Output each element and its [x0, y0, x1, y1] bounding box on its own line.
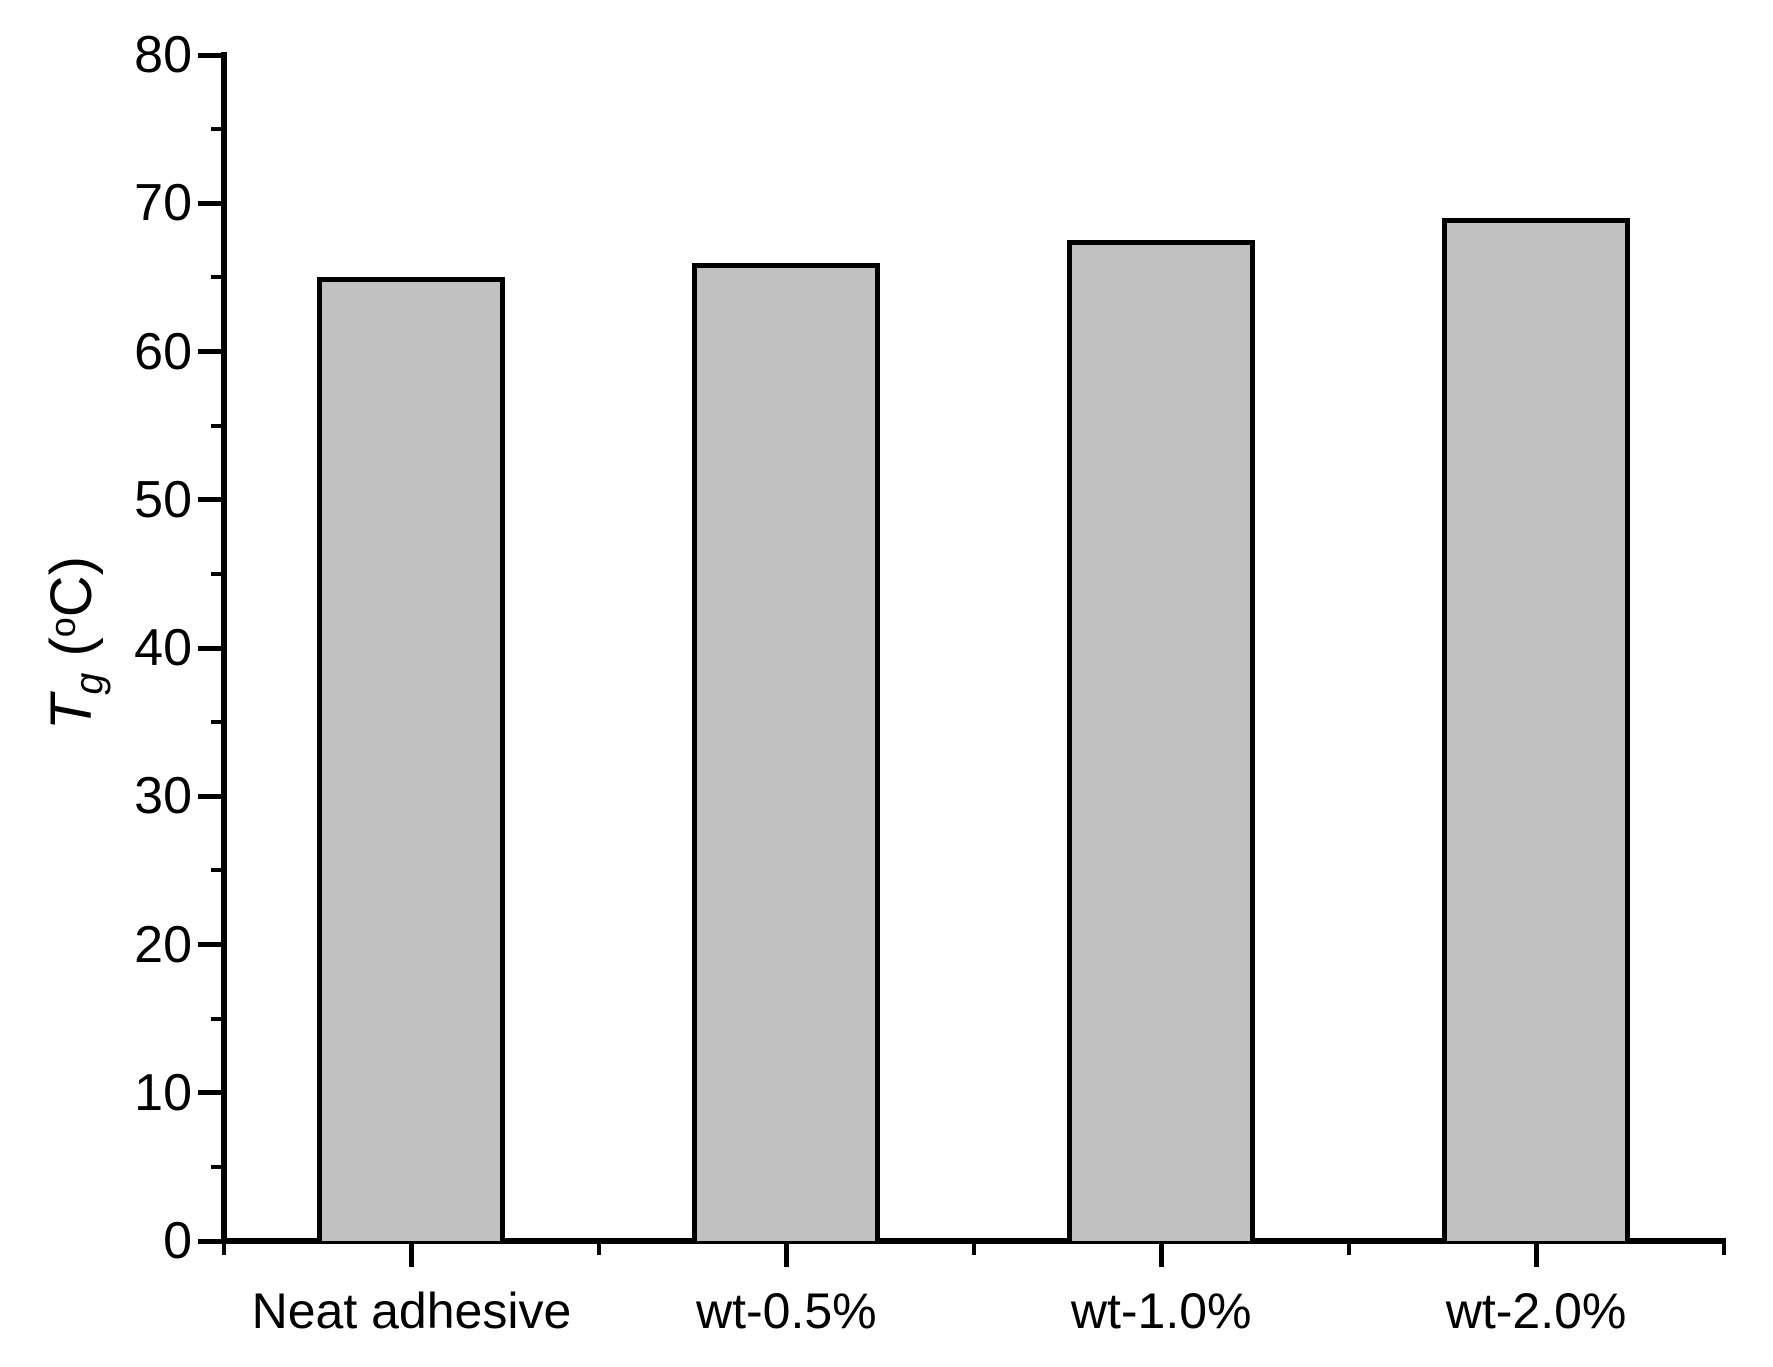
x-axis-minor-tick	[222, 1241, 226, 1255]
y-axis-major-tick	[198, 942, 224, 947]
x-category-label: wt-0.5%	[696, 1283, 877, 1339]
x-axis-minor-tick	[1346, 1241, 1351, 1255]
y-axis-major-tick	[198, 200, 224, 206]
y-tick-label: 70	[134, 174, 192, 233]
y-axis-minor-tick	[211, 1164, 224, 1169]
x-axis-major-tick	[1158, 1241, 1164, 1267]
y-axis-major-tick	[198, 1090, 224, 1096]
x-axis-minor-tick	[1721, 1241, 1726, 1255]
bar-neat-adhesive	[317, 277, 506, 1241]
bar-wt-0-5-	[692, 262, 881, 1241]
y-axis-minor-tick	[211, 1016, 224, 1021]
y-axis-minor-tick	[211, 868, 224, 873]
y-axis-minor-tick	[211, 423, 224, 428]
x-category-label: wt-2.0%	[1445, 1283, 1627, 1339]
y-axis-major-tick	[198, 52, 224, 58]
y-axis-line	[221, 52, 227, 1244]
y-tick-label: 10	[134, 1063, 192, 1122]
y-tick-label: 60	[134, 322, 192, 381]
y-tick-label: 30	[134, 767, 192, 826]
y-axis-major-tick	[198, 645, 224, 651]
y-tick-label: 20	[134, 915, 192, 974]
y-tick-label: 0	[163, 1212, 192, 1270]
y-tick-label: 80	[134, 26, 192, 84]
x-axis-minor-tick	[971, 1241, 976, 1255]
y-axis-major-tick	[198, 793, 224, 799]
x-category-label: Neat adhesive	[251, 1283, 572, 1339]
y-axis-minor-tick	[211, 127, 224, 132]
bar-wt-1-0-	[1067, 240, 1256, 1241]
bar-wt-2-0-	[1442, 218, 1631, 1241]
x-axis-major-tick	[408, 1241, 414, 1267]
x-axis-major-tick	[783, 1241, 789, 1267]
y-axis-minor-tick	[211, 275, 224, 280]
x-axis-minor-tick	[596, 1241, 601, 1255]
y-axis-major-tick	[198, 1238, 224, 1244]
y-axis-minor-tick	[211, 720, 224, 725]
y-tick-label: 50	[134, 470, 192, 529]
y-axis-major-tick	[198, 349, 224, 354]
y-tick-label: 40	[134, 619, 192, 677]
x-axis-major-tick	[1533, 1241, 1539, 1267]
x-category-label: wt-1.0%	[1070, 1283, 1252, 1339]
y-axis-major-tick	[198, 497, 224, 503]
y-axis-minor-tick	[211, 571, 224, 576]
